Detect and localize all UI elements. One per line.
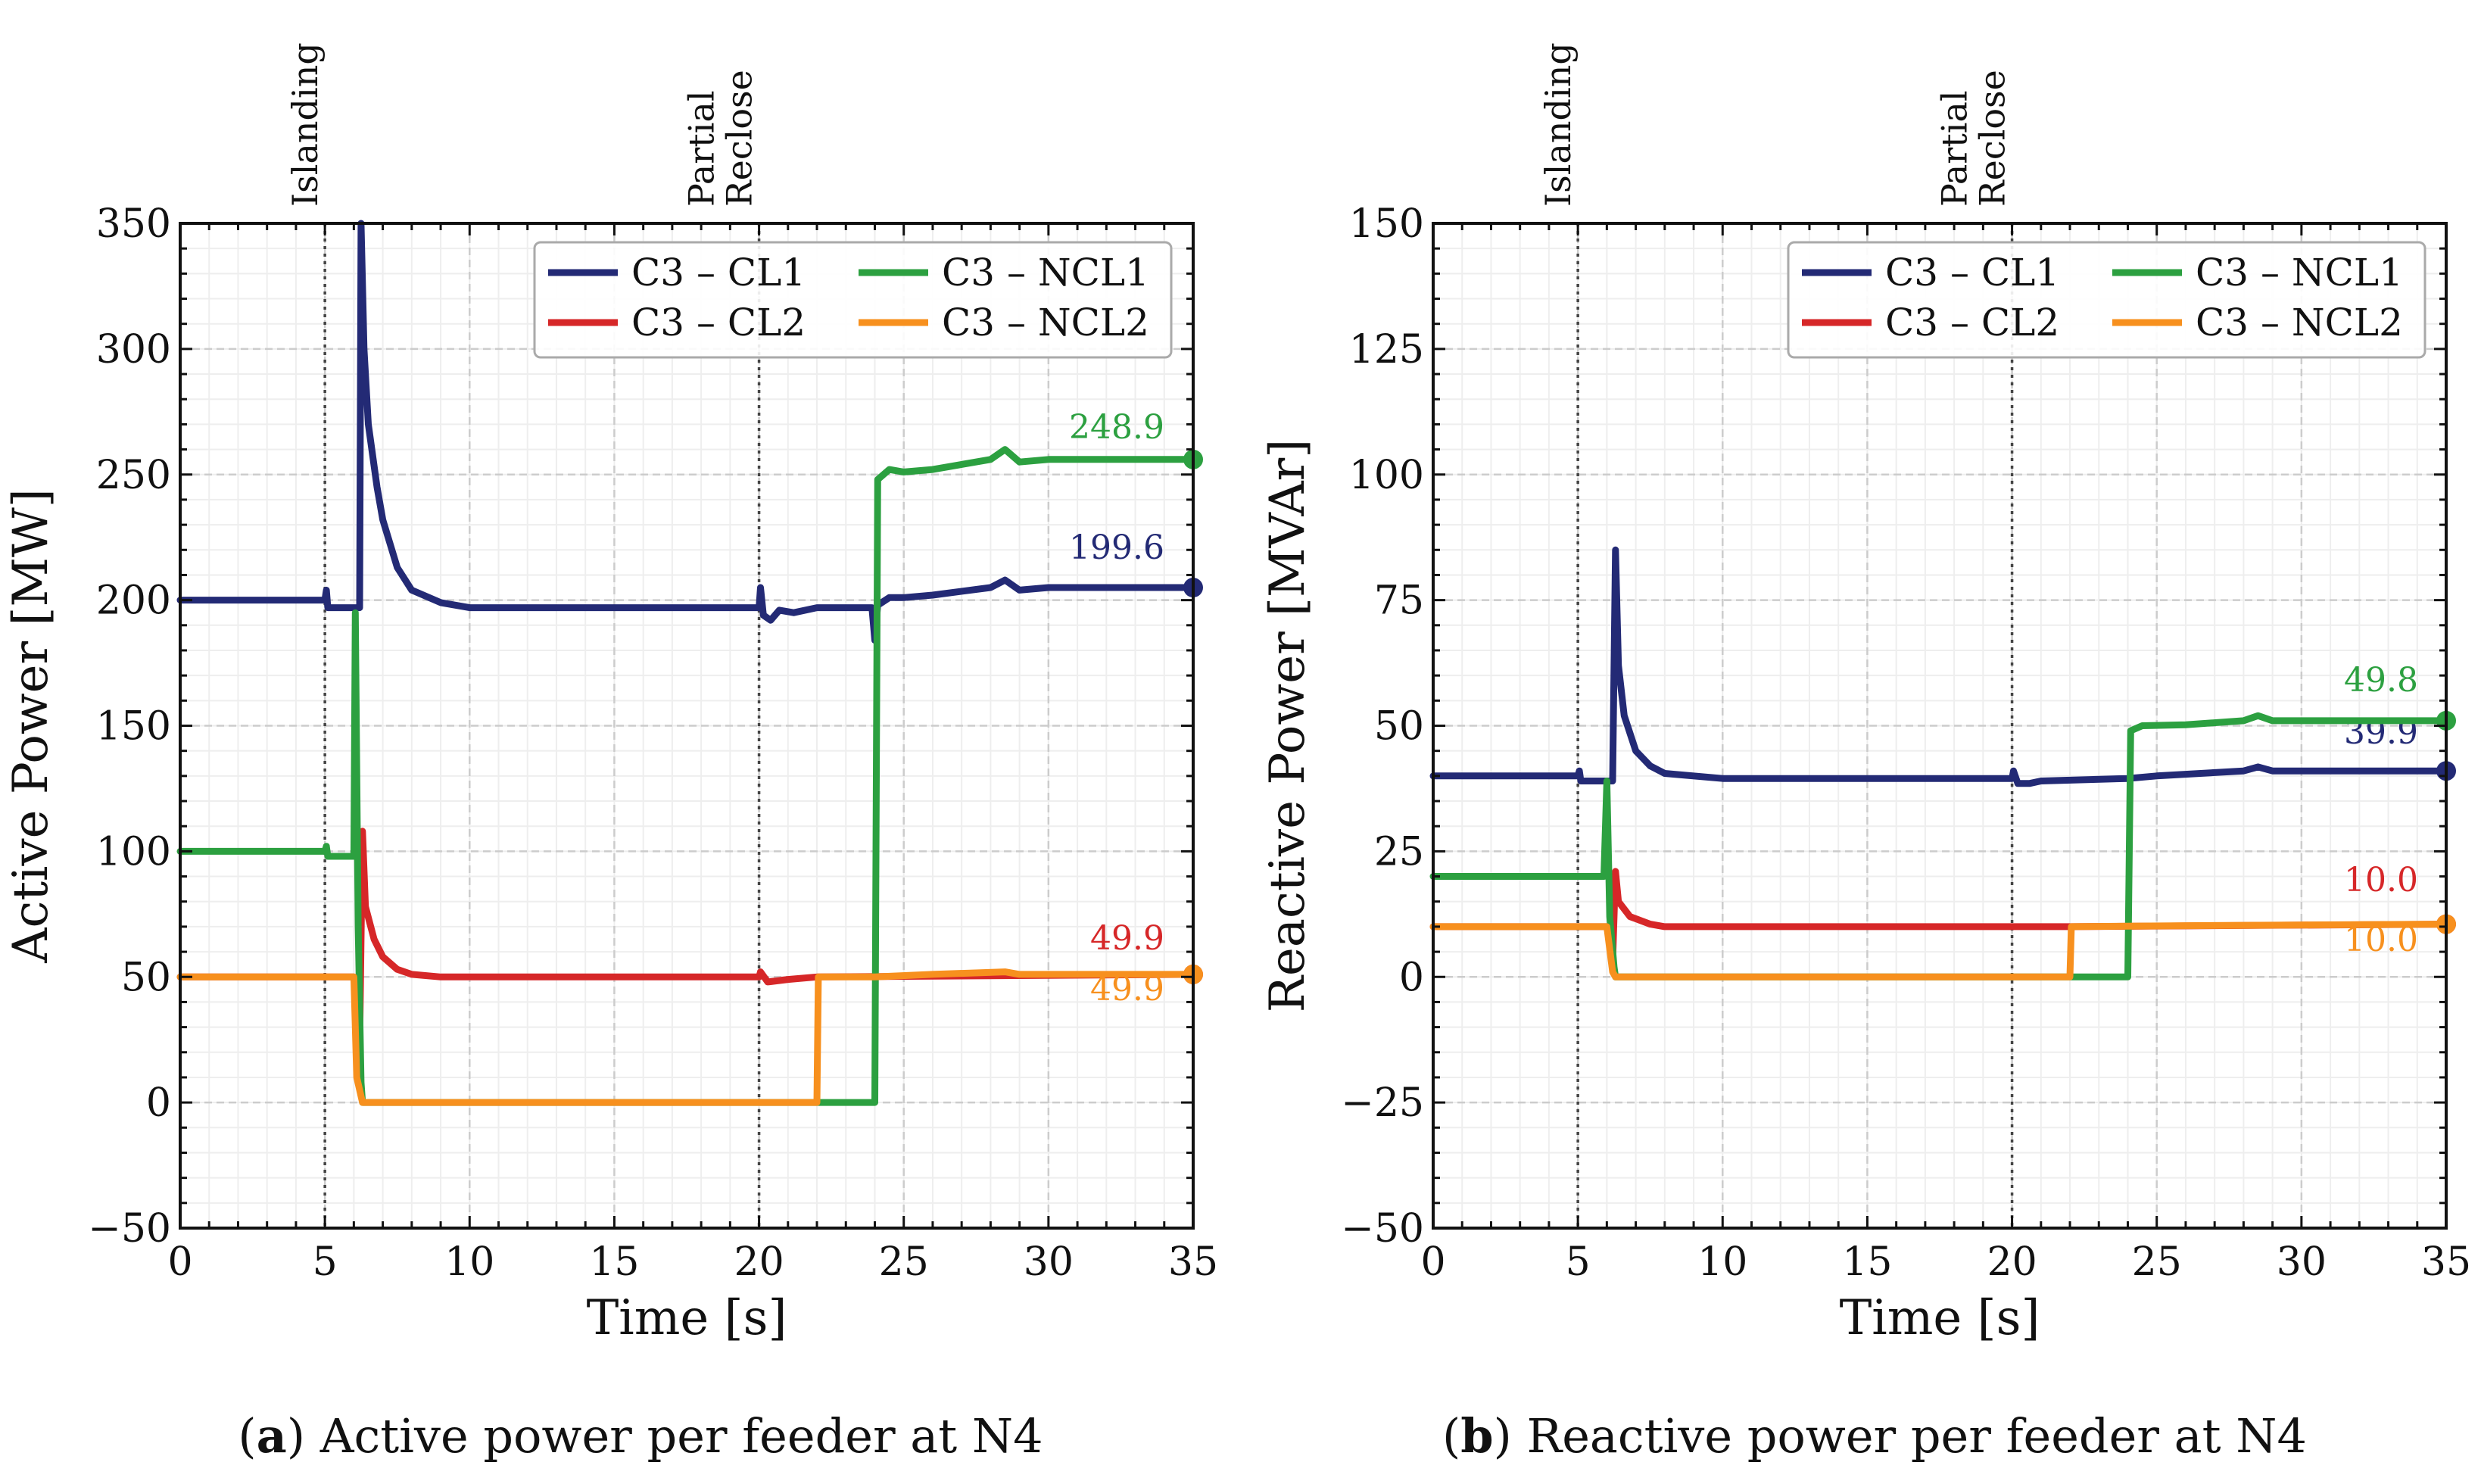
y-tick-label: 50 xyxy=(1374,704,1424,750)
legend-box xyxy=(1787,241,2426,359)
legend-entry: C3 – CL2 xyxy=(631,301,806,344)
y-tick-label: 125 xyxy=(1349,327,1424,373)
series-line-1 xyxy=(1429,868,2450,965)
series-line-3 xyxy=(176,968,1197,1106)
x-tick-label: 35 xyxy=(2421,1239,2471,1285)
y-tick-label: 0 xyxy=(146,1080,171,1126)
legend-entry: C3 – NCL2 xyxy=(2196,301,2403,344)
x-tick-label: 25 xyxy=(2132,1239,2182,1285)
end-value-label: 49.9 xyxy=(1090,970,1164,1009)
x-tick-label: 10 xyxy=(444,1239,494,1285)
caption-text: Active power per feeder at N4 xyxy=(305,1408,1043,1464)
x-tick-label: 30 xyxy=(2277,1239,2327,1285)
y-tick-label: −50 xyxy=(88,1206,171,1252)
legend-entry: C3 – NCL1 xyxy=(942,251,1149,295)
y-tick-label: 25 xyxy=(1374,829,1424,874)
panel-reactive-power: Islanding PartialReclose39.910.049.810.00… xyxy=(1260,42,2471,1464)
x-tick-label: 20 xyxy=(1987,1239,2037,1285)
y-tick-label: 300 xyxy=(96,327,171,373)
caption: (a) Active power per feeder at N4 xyxy=(238,1408,1043,1464)
y-tick-label: 250 xyxy=(96,453,171,498)
legend-entry: C3 – CL2 xyxy=(1885,301,2059,344)
event-label: Reclose xyxy=(719,70,760,207)
x-tick-label: 15 xyxy=(1842,1239,1892,1285)
y-tick-label: 150 xyxy=(1349,201,1424,247)
legend: C3 – CL1 C3 – NCL1 C3 – CL2 C3 – NCL2 xyxy=(533,241,1173,359)
caption-text: Reactive power per feeder at N4 xyxy=(1512,1408,2307,1464)
y-tick-label: 200 xyxy=(96,578,171,624)
legend-entry: C3 – CL1 xyxy=(1885,251,2059,295)
legend-box xyxy=(533,241,1173,359)
event-label: Partial xyxy=(1934,90,1975,207)
end-value-label: 248.9 xyxy=(1069,408,1164,447)
event-label: Reclose xyxy=(1972,70,2013,207)
x-tick-label: 0 xyxy=(167,1239,192,1285)
legend-entry: C3 – CL1 xyxy=(631,251,806,295)
end-value-label: 10.0 xyxy=(2344,921,2418,959)
series-line-1 xyxy=(176,828,1197,1051)
end-value-label: 199.6 xyxy=(1069,528,1164,567)
y-axis-label: Active Power [MW] xyxy=(3,488,59,963)
x-tick-label: 30 xyxy=(1024,1239,1074,1285)
x-tick-label: 35 xyxy=(1168,1239,1218,1285)
series-line-2 xyxy=(1429,712,2450,980)
y-tick-label: −25 xyxy=(1341,1080,1424,1126)
x-tick-label: 15 xyxy=(589,1239,639,1285)
end-value-label: 49.8 xyxy=(2344,661,2418,700)
y-tick-label: −50 xyxy=(1341,1206,1424,1252)
legend: C3 – CL1 C3 – NCL1 C3 – CL2 C3 – NCL2 xyxy=(1787,241,2426,359)
y-tick-label: 350 xyxy=(96,201,171,247)
y-tick-label: 150 xyxy=(96,704,171,750)
series-line-2 xyxy=(176,446,1197,1106)
event-label: Islanding xyxy=(285,42,326,207)
legend-entry: C3 – NCL2 xyxy=(942,301,1149,344)
series-line-3 xyxy=(1429,921,2450,980)
event-label: Partial xyxy=(681,90,722,207)
y-tick-label: 0 xyxy=(1399,955,1424,1000)
end-value-label: 49.9 xyxy=(1090,919,1164,958)
caption-letter: b xyxy=(1460,1408,1493,1464)
x-axis-label: Time [s] xyxy=(587,1290,787,1346)
caption: (b) Reactive power per feeder at N4 xyxy=(1442,1408,2307,1464)
x-tick-label: 25 xyxy=(879,1239,929,1285)
y-tick-label: 75 xyxy=(1374,578,1424,624)
y-tick-label: 100 xyxy=(96,829,171,874)
y-tick-label: 100 xyxy=(1349,453,1424,498)
x-tick-label: 5 xyxy=(313,1239,338,1285)
series-line-0 xyxy=(176,220,1197,644)
x-tick-label: 20 xyxy=(734,1239,784,1285)
end-value-label: 10.0 xyxy=(2344,861,2418,899)
x-tick-label: 5 xyxy=(1566,1239,1591,1285)
y-axis-label: Reactive Power [MVAr] xyxy=(1260,439,1316,1012)
event-label: Islanding xyxy=(1538,42,1579,207)
x-axis-label: Time [s] xyxy=(1840,1290,2040,1346)
x-tick-label: 10 xyxy=(1697,1239,1747,1285)
y-tick-label: 50 xyxy=(121,955,171,1000)
caption-letter: a xyxy=(257,1408,287,1464)
series-line-0 xyxy=(1429,546,2450,787)
x-tick-label: 0 xyxy=(1420,1239,1445,1285)
legend-entry: C3 – NCL1 xyxy=(2196,251,2403,295)
